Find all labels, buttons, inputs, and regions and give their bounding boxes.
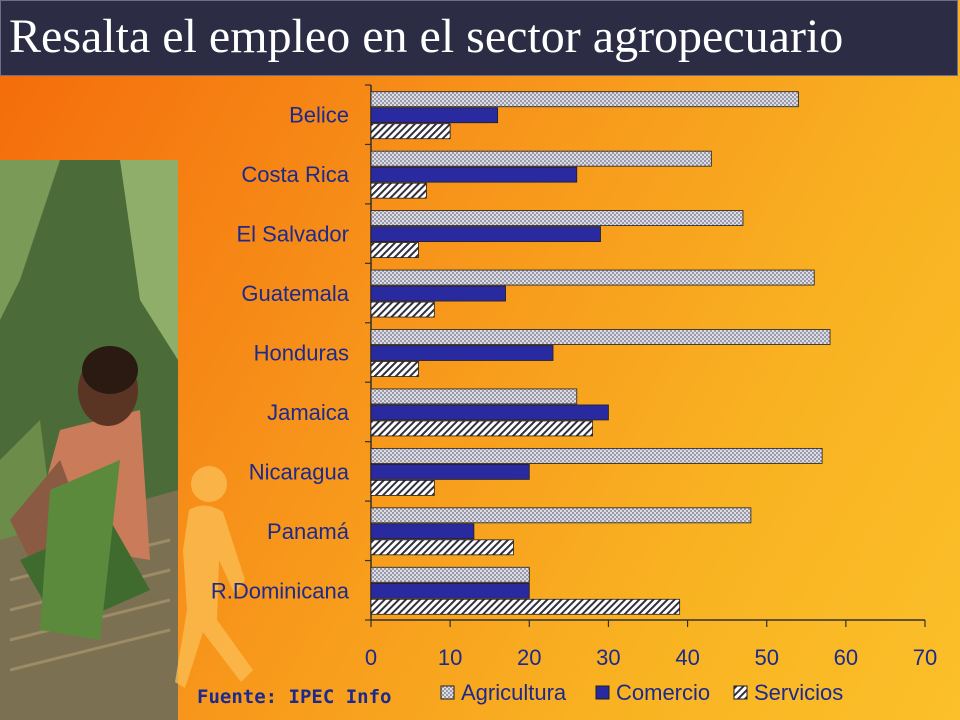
x-axis-tick-label: 60 [834,645,858,670]
x-axis-tick-label: 30 [596,645,620,670]
legend-swatch-agricultura [440,685,455,700]
y-axis-label: Honduras [254,341,349,366]
bar-agricultura-4 [370,329,831,345]
bar-comercio-7 [370,523,475,540]
bar-agricultura-3 [370,269,815,286]
legend-label-servicios: Servicios [754,680,843,705]
bar-servicios-2 [370,242,419,259]
x-axis-tick-label: 0 [365,645,377,670]
slide-title: Resalta el empleo en el sector agropecua… [9,10,844,63]
chart-legend: Agricultura Comercio Servicios [440,680,843,705]
x-axis-tick-labels: 0 10 20 30 40 50 60 70 [365,620,937,670]
bar-comercio-4 [370,345,554,361]
x-axis-tick-label: 20 [517,645,541,670]
child-worker-photo [0,160,178,720]
title-bar: Resalta el empleo en el sector agropecua… [0,0,958,76]
chart-bars [370,91,831,615]
bar-agricultura-2 [370,210,744,227]
legend-label-comercio: Comercio [616,680,710,705]
y-axis-label: Belice [289,103,349,128]
x-axis-tick-label: 70 [913,645,937,670]
bar-servicios-4 [370,361,419,377]
bar-comercio-2 [370,226,601,243]
bar-servicios-5 [370,420,594,437]
x-axis-tick-label: 50 [754,645,778,670]
bar-comercio-6 [370,463,530,480]
bar-agricultura-6 [370,447,823,464]
bar-comercio-8 [370,582,530,599]
y-axis-label: Nicaragua [249,459,350,484]
bar-agricultura-0 [370,91,799,108]
bar-comercio-5 [370,404,609,421]
y-axis-label: Costa Rica [241,162,349,187]
bar-agricultura-7 [370,507,752,524]
legend-swatch-comercio [595,685,610,700]
y-axis-label: Panamá [267,519,350,544]
bar-servicios-7 [370,539,514,556]
legend-label-agricultura: Agricultura [461,680,567,705]
source-caption: Fuente: IPEC Info [197,686,392,708]
bar-servicios-3 [370,301,435,318]
y-axis-label: R.Dominicana [211,578,350,603]
child-silhouette-logo [175,460,285,690]
bar-comercio-3 [370,285,506,302]
legend-swatch-servicios [733,685,748,700]
y-axis-label: El Salvador [236,222,349,247]
y-axis-label: Guatemala [241,281,349,306]
bar-servicios-1 [370,182,427,199]
x-axis-tick-label: 40 [675,645,699,670]
bar-comercio-1 [370,166,578,183]
x-axis-tick-label: 10 [438,645,462,670]
bar-agricultura-5 [370,388,578,405]
bar-agricultura-8 [370,566,530,583]
bar-servicios-8 [370,598,681,615]
bar-comercio-0 [370,107,499,124]
bar-agricultura-1 [370,150,712,167]
bar-servicios-6 [370,479,435,496]
y-axis-label: Jamaica [267,400,350,425]
bar-servicios-0 [370,123,451,140]
y-axis-labels: Belice Costa Rica El Salvador Guatemala Hond… [211,103,350,604]
